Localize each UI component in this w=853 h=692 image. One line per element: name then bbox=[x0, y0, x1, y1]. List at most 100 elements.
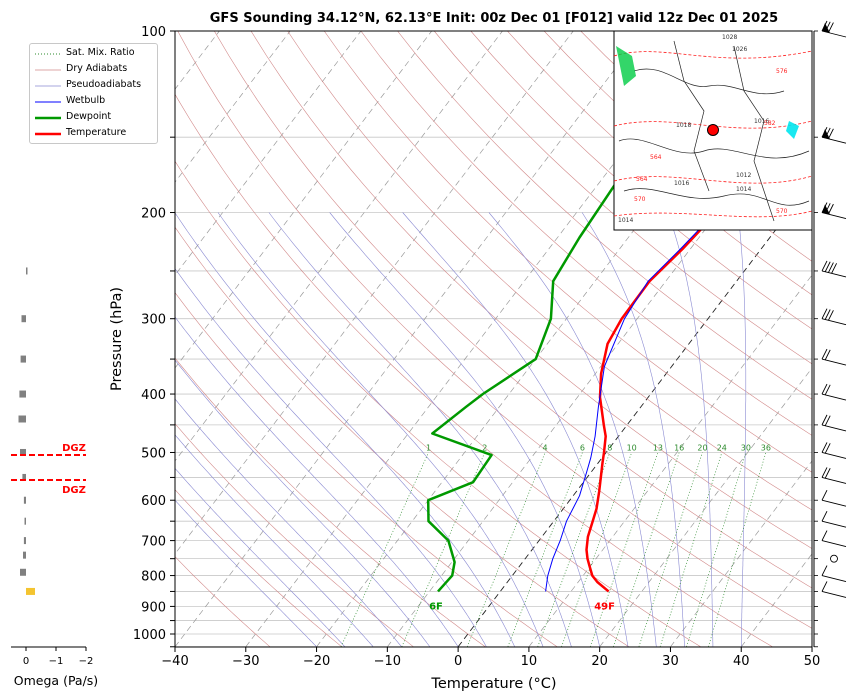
mixing-ratio-label: 36 bbox=[761, 443, 771, 452]
dry-adiabat bbox=[177, 31, 812, 629]
map-boundary bbox=[673, 40, 710, 192]
wind-barb-feather bbox=[821, 442, 828, 453]
mixing-ratio-line bbox=[613, 452, 680, 647]
pseudoadiabat bbox=[175, 467, 346, 647]
omega-bar bbox=[20, 568, 26, 576]
mixing-ratio-label: 30 bbox=[741, 443, 751, 452]
dry-adiabat bbox=[250, 31, 812, 549]
pseudoadiabat bbox=[175, 268, 487, 647]
wind-barb bbox=[821, 424, 847, 432]
mixing-ratio-line bbox=[466, 452, 546, 647]
x-tick-label: −30 bbox=[232, 654, 259, 669]
legend-entry-mixing-ratio: Sat. Mix. Ratio bbox=[35, 47, 155, 60]
wind-barb-feather bbox=[831, 263, 838, 274]
dewpoint-trace bbox=[426, 31, 777, 593]
dry-adiabat bbox=[175, 292, 558, 647]
wind-barb-feather bbox=[827, 22, 834, 33]
legend-swatch bbox=[35, 116, 61, 120]
temperature-surface-label: 49F bbox=[594, 601, 615, 612]
wind-barb bbox=[821, 270, 847, 278]
chart-title: GFS Sounding 34.12°N, 62.13°E Init: 00z … bbox=[210, 11, 778, 26]
dgz-label: DGZ bbox=[62, 443, 86, 454]
wind-barb bbox=[821, 591, 847, 598]
wind-barb-pennant bbox=[822, 129, 830, 140]
height-label: 582 bbox=[764, 120, 776, 127]
plot-frame bbox=[174, 30, 813, 648]
wind-barb-column bbox=[813, 20, 847, 648]
isotherm bbox=[811, 646, 812, 647]
omega-bar bbox=[24, 517, 26, 525]
omega-bar bbox=[23, 551, 26, 559]
isotherm bbox=[175, 31, 291, 183]
wind-barb-feather bbox=[824, 384, 831, 396]
legend-entry-pseudoadiabats: Pseudoadiabats bbox=[35, 79, 155, 92]
height-label: 570 bbox=[634, 196, 646, 203]
wind-barb bbox=[821, 452, 847, 459]
isobar-label: 1016 bbox=[754, 118, 769, 125]
omega-bar bbox=[23, 496, 26, 504]
omega-bar bbox=[23, 537, 26, 545]
map-boundary bbox=[618, 138, 810, 159]
pseudoadiabat bbox=[737, 212, 747, 647]
legend-entry-temperature: Temperature bbox=[35, 127, 155, 140]
wind-barb-feather bbox=[821, 510, 828, 522]
inset-map: 1028 1026 1018 1014 1012 1014 1016 1016 564 576 57… bbox=[613, 30, 813, 231]
wind-barb bbox=[821, 520, 847, 528]
pseudoadiabat bbox=[488, 212, 657, 647]
wind-barb-feather bbox=[824, 349, 831, 361]
pseudoadiabat bbox=[667, 212, 714, 647]
mixing-ratio-label: 4 bbox=[543, 443, 548, 452]
map-boundary bbox=[733, 45, 775, 222]
y-axis-label: Pressure (hPa) bbox=[109, 287, 125, 391]
dry-adiabat bbox=[175, 556, 271, 647]
dry-adiabat bbox=[175, 357, 486, 647]
legend-label: Temperature bbox=[66, 127, 127, 138]
dry-adiabat bbox=[175, 489, 342, 647]
wind-barb bbox=[821, 358, 847, 366]
pseudoadiabat bbox=[175, 499, 317, 647]
mixing-ratio-line bbox=[401, 452, 486, 647]
mixing-ratio-line bbox=[638, 452, 703, 647]
legend: Sat. Mix. Ratio Dry Adiabats Pseudoadiab… bbox=[29, 43, 158, 144]
omega-bar bbox=[19, 390, 26, 398]
height-contour bbox=[613, 120, 813, 129]
isobar-label: 1026 bbox=[732, 46, 747, 53]
height-label: 564 bbox=[636, 176, 648, 183]
wind-barb-feather bbox=[827, 203, 834, 215]
dry-adiabat bbox=[287, 31, 812, 511]
y-tick-label: 800 bbox=[141, 570, 166, 585]
height-contour bbox=[613, 210, 813, 218]
dry-adiabat bbox=[433, 31, 812, 365]
mixing-ratio-label: 10 bbox=[627, 443, 637, 452]
legend-swatch bbox=[35, 132, 61, 136]
wind-barb-feather bbox=[824, 468, 831, 479]
omega-bar bbox=[22, 473, 26, 481]
x-tick-label: −20 bbox=[303, 654, 330, 669]
map-boundary bbox=[623, 188, 810, 206]
omega-tick-label: −1 bbox=[49, 656, 64, 667]
mixing-ratio-label: 13 bbox=[653, 443, 663, 452]
precip-area bbox=[786, 121, 799, 139]
omega-tick-label: 0 bbox=[23, 656, 29, 667]
legend-label: Pseudoadiabats bbox=[66, 79, 142, 90]
x-tick-label: 10 bbox=[521, 654, 538, 669]
mixing-ratio-label: 16 bbox=[674, 443, 684, 452]
y-tick-label: 400 bbox=[141, 388, 166, 403]
wind-barb-feather bbox=[821, 581, 828, 592]
dry-adiabat bbox=[360, 31, 812, 436]
omega-tick-label: −2 bbox=[79, 656, 94, 667]
dgz-label: DGZ bbox=[62, 485, 86, 496]
y-tick-label: 200 bbox=[141, 207, 166, 222]
mixing-ratio-label: 20 bbox=[697, 443, 707, 452]
wind-barb-feather bbox=[824, 443, 831, 454]
wind-barb bbox=[821, 318, 847, 326]
wind-barb-feather bbox=[821, 383, 828, 395]
mixing-ratio-label: 8 bbox=[607, 443, 612, 452]
dry-adiabat bbox=[470, 31, 812, 330]
dewpoint-surface-label: 6F bbox=[429, 601, 443, 612]
legend-label: Dewpoint bbox=[66, 111, 112, 122]
mixing-ratio-label: 2 bbox=[482, 443, 487, 452]
x-tick-label: 0 bbox=[454, 654, 462, 669]
dry-adiabat bbox=[507, 31, 812, 296]
